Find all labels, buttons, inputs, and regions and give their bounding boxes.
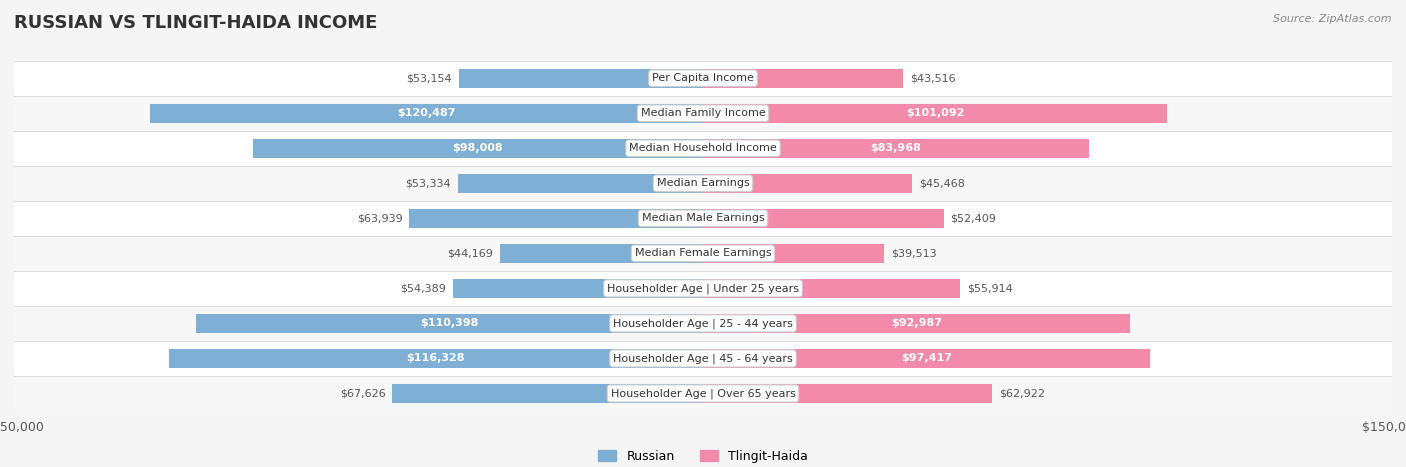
Bar: [703, 174, 912, 193]
Text: $110,398: $110,398: [420, 318, 478, 328]
Bar: [149, 104, 703, 123]
Text: $53,154: $53,154: [406, 73, 451, 83]
Text: Median Earnings: Median Earnings: [657, 178, 749, 188]
Text: $83,968: $83,968: [870, 143, 921, 153]
Bar: [14, 131, 1392, 166]
Bar: [703, 244, 884, 263]
Bar: [703, 384, 993, 403]
Bar: [703, 279, 960, 298]
Text: $53,334: $53,334: [405, 178, 451, 188]
Bar: [169, 349, 703, 368]
Bar: [409, 209, 703, 228]
Text: $54,389: $54,389: [401, 283, 446, 293]
Bar: [14, 271, 1392, 306]
Bar: [14, 201, 1392, 236]
Text: RUSSIAN VS TLINGIT-HAIDA INCOME: RUSSIAN VS TLINGIT-HAIDA INCOME: [14, 14, 377, 32]
Bar: [703, 209, 943, 228]
Bar: [453, 279, 703, 298]
Text: Median Family Income: Median Family Income: [641, 108, 765, 118]
Text: $55,914: $55,914: [967, 283, 1012, 293]
Text: $63,939: $63,939: [357, 213, 402, 223]
Legend: Russian, Tlingit-Haida: Russian, Tlingit-Haida: [593, 445, 813, 467]
Bar: [195, 314, 703, 333]
Bar: [14, 61, 1392, 96]
Text: $92,987: $92,987: [891, 318, 942, 328]
Text: $120,487: $120,487: [396, 108, 456, 118]
Text: Householder Age | 25 - 44 years: Householder Age | 25 - 44 years: [613, 318, 793, 329]
Bar: [14, 236, 1392, 271]
Text: Householder Age | Over 65 years: Householder Age | Over 65 years: [610, 388, 796, 399]
Text: Householder Age | 45 - 64 years: Householder Age | 45 - 64 years: [613, 353, 793, 364]
Text: Median Household Income: Median Household Income: [628, 143, 778, 153]
Text: $116,328: $116,328: [406, 354, 465, 363]
Text: $67,626: $67,626: [340, 389, 385, 398]
Bar: [14, 306, 1392, 341]
Text: $101,092: $101,092: [905, 108, 965, 118]
Bar: [703, 69, 903, 88]
Text: $39,513: $39,513: [891, 248, 936, 258]
Text: $52,409: $52,409: [950, 213, 997, 223]
Bar: [253, 139, 703, 158]
Bar: [703, 314, 1130, 333]
Text: $98,008: $98,008: [453, 143, 503, 153]
Text: Source: ZipAtlas.com: Source: ZipAtlas.com: [1274, 14, 1392, 24]
Text: $45,468: $45,468: [918, 178, 965, 188]
Bar: [703, 139, 1088, 158]
Bar: [392, 384, 703, 403]
Bar: [703, 349, 1150, 368]
Text: Median Female Earnings: Median Female Earnings: [634, 248, 772, 258]
Bar: [14, 341, 1392, 376]
Bar: [458, 174, 703, 193]
Text: $43,516: $43,516: [910, 73, 956, 83]
Bar: [14, 166, 1392, 201]
Text: $44,169: $44,169: [447, 248, 494, 258]
Text: Householder Age | Under 25 years: Householder Age | Under 25 years: [607, 283, 799, 294]
Bar: [501, 244, 703, 263]
Bar: [703, 104, 1167, 123]
Bar: [14, 376, 1392, 411]
Text: $62,922: $62,922: [998, 389, 1045, 398]
Text: Per Capita Income: Per Capita Income: [652, 73, 754, 83]
Bar: [14, 96, 1392, 131]
Bar: [458, 69, 703, 88]
Text: Median Male Earnings: Median Male Earnings: [641, 213, 765, 223]
Text: $97,417: $97,417: [901, 354, 952, 363]
